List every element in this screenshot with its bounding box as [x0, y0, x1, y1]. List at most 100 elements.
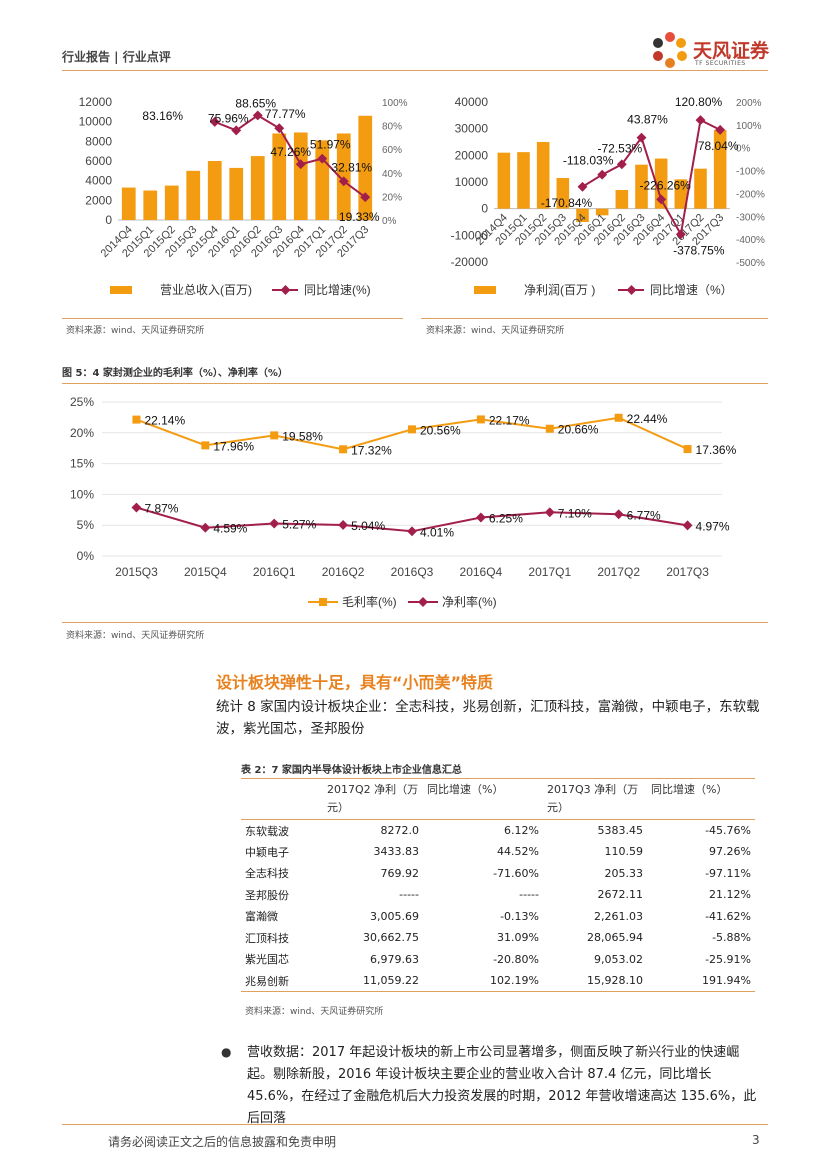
section-paragraph: 统计 8 家国内设计板块企业：全志科技，兆易创新，汇顶科技，富瀚微，中颖电子，东… — [216, 699, 760, 737]
gross-margin-marker — [132, 415, 141, 424]
bar — [654, 158, 668, 209]
logo-subtitle: TF SECURITIES — [695, 60, 746, 67]
net-margin-marker — [200, 522, 211, 533]
chart-source: 资料来源：wind、天风证券研究所 — [426, 326, 565, 336]
value-cell: 6.12% — [504, 824, 539, 837]
table-row: 中颖电子 3433.83 44.52% 110.59 97.26% — [241, 841, 755, 863]
legend-label: 净利率(%) — [442, 594, 497, 609]
data-label: 6.25% — [489, 512, 523, 526]
y-tick-label: 5% — [77, 518, 95, 532]
growth-marker — [636, 132, 647, 143]
y-tick-label: 8000 — [85, 134, 112, 148]
table-row: 紫光国芯 6,979.63 -20.80% 9,053.02 -25.91% — [241, 949, 755, 971]
y-tick-label: 0% — [77, 549, 95, 563]
value-cell: 8272.0 — [380, 824, 420, 837]
growth-marker — [274, 123, 285, 134]
y2-tick-label: -500% — [736, 258, 765, 269]
data-label: 78.04% — [698, 139, 739, 153]
company-name-cell: 汇顶科技 — [245, 931, 289, 945]
growth-marker — [360, 192, 371, 203]
logo-text: 天风证券 — [693, 40, 770, 62]
value-cell: 15,928.10 — [587, 974, 643, 987]
growth-line — [214, 114, 366, 198]
bar — [674, 179, 688, 209]
bar — [556, 178, 570, 209]
company-name-cell: 全志科技 — [245, 867, 289, 881]
value-cell: 205.33 — [604, 866, 644, 880]
bar — [164, 185, 179, 220]
value-cell: 31.09% — [497, 931, 539, 945]
legend-marker — [319, 598, 327, 606]
growth-marker — [295, 159, 306, 170]
growth-marker — [675, 229, 686, 240]
y-tick-label: 12000 — [79, 95, 113, 109]
data-label: 43.87% — [627, 113, 668, 127]
y2-tick-label: -200% — [736, 189, 765, 200]
figure-rule — [62, 383, 768, 384]
growth-marker — [695, 115, 706, 126]
value-cell: 9,053.02 — [594, 952, 643, 966]
data-label: 4.59% — [213, 522, 247, 536]
company-name-cell: 紫光国芯 — [245, 953, 289, 967]
chart-rule — [421, 318, 768, 319]
net-margin-marker — [269, 518, 280, 529]
value-cell: 102.19% — [490, 974, 539, 987]
legend-marker — [626, 285, 637, 295]
data-label: 83.16% — [142, 109, 183, 123]
bar — [536, 142, 550, 209]
bar — [272, 133, 287, 220]
y2-tick-label: -300% — [736, 212, 765, 223]
value-cell: 11,059.22 — [363, 974, 419, 987]
chart-source: 资料来源：wind、天风证券研究所 — [66, 326, 205, 336]
section-title: 设计板块弹性十足，具有“小而美”特质 — [216, 673, 494, 692]
value-cell: ----- — [399, 888, 419, 902]
table-header — [241, 779, 323, 820]
net-margin-marker — [475, 512, 486, 523]
gross-margin-marker — [201, 441, 210, 450]
value-cell: 44.52% — [497, 845, 539, 859]
value-cell: 2672.11 — [597, 888, 644, 902]
gross-margin-marker — [270, 431, 279, 440]
data-label: 4.97% — [696, 519, 730, 533]
table-header: 2017Q3 净利（万元） — [547, 783, 639, 814]
value-cell: -97.11% — [705, 866, 751, 880]
value-cell: 6,979.63 — [370, 952, 419, 966]
y2-tick-label: 40% — [382, 169, 402, 180]
data-label: -170.84% — [541, 196, 593, 210]
data-label: 22.44% — [627, 412, 668, 426]
y2-tick-label: 20% — [382, 192, 402, 203]
data-label: 17.96% — [213, 439, 254, 453]
y-tick-label: 2000 — [85, 193, 112, 207]
bar — [207, 161, 222, 220]
y2-tick-label: 60% — [382, 145, 402, 156]
y2-tick-label: 0% — [382, 216, 397, 227]
data-label: 19.58% — [282, 429, 323, 443]
data-label: 19.33% — [339, 210, 380, 224]
x-tick-label: 2015Q4 — [184, 565, 227, 579]
table-title: 表 2：7 家国内半导体设计板块上市企业信息汇总 — [241, 765, 462, 776]
table-row: 兆易创新 11,059.22 102.19% 15,928.10 191.94% — [241, 970, 755, 992]
y-tick-label: -20000 — [451, 255, 489, 269]
data-label: 5.04% — [351, 519, 385, 533]
data-label: 32.81% — [331, 160, 372, 174]
table-row: 东软载波 8272.0 6.12% 5383.45 -45.76% — [241, 820, 755, 842]
company-name-cell: 圣邦股份 — [245, 888, 289, 902]
data-label: 47.26% — [270, 145, 311, 159]
data-label: 17.32% — [351, 443, 392, 457]
data-label: -226.26% — [639, 178, 691, 192]
value-cell: 191.94% — [702, 974, 751, 987]
revenue-chart: 0 2000 4000 6000 8000 10000 12000 0% 20% 40% 60% 80… — [79, 95, 408, 297]
data-label: 6.77% — [627, 508, 661, 522]
value-cell: -0.13% — [500, 909, 539, 923]
table-header: 同比增速（%） — [651, 783, 728, 796]
header-breadcrumb: 行业报告 | 行业点评 — [62, 50, 171, 64]
y2-tick-label: 100% — [736, 121, 762, 132]
legend-marker — [418, 597, 428, 607]
x-tick-label: 2017Q2 — [597, 565, 640, 579]
legend-label: 同比增速（%） — [650, 283, 733, 297]
x-tick-label: 2016Q3 — [391, 565, 434, 579]
data-label: 120.80% — [675, 95, 723, 109]
table-row: 全志科技 769.92 -71.60% 205.33 -97.11% — [241, 863, 755, 885]
x-tick-label: 2016Q1 — [253, 565, 296, 579]
y2-tick-label: 200% — [736, 98, 762, 109]
